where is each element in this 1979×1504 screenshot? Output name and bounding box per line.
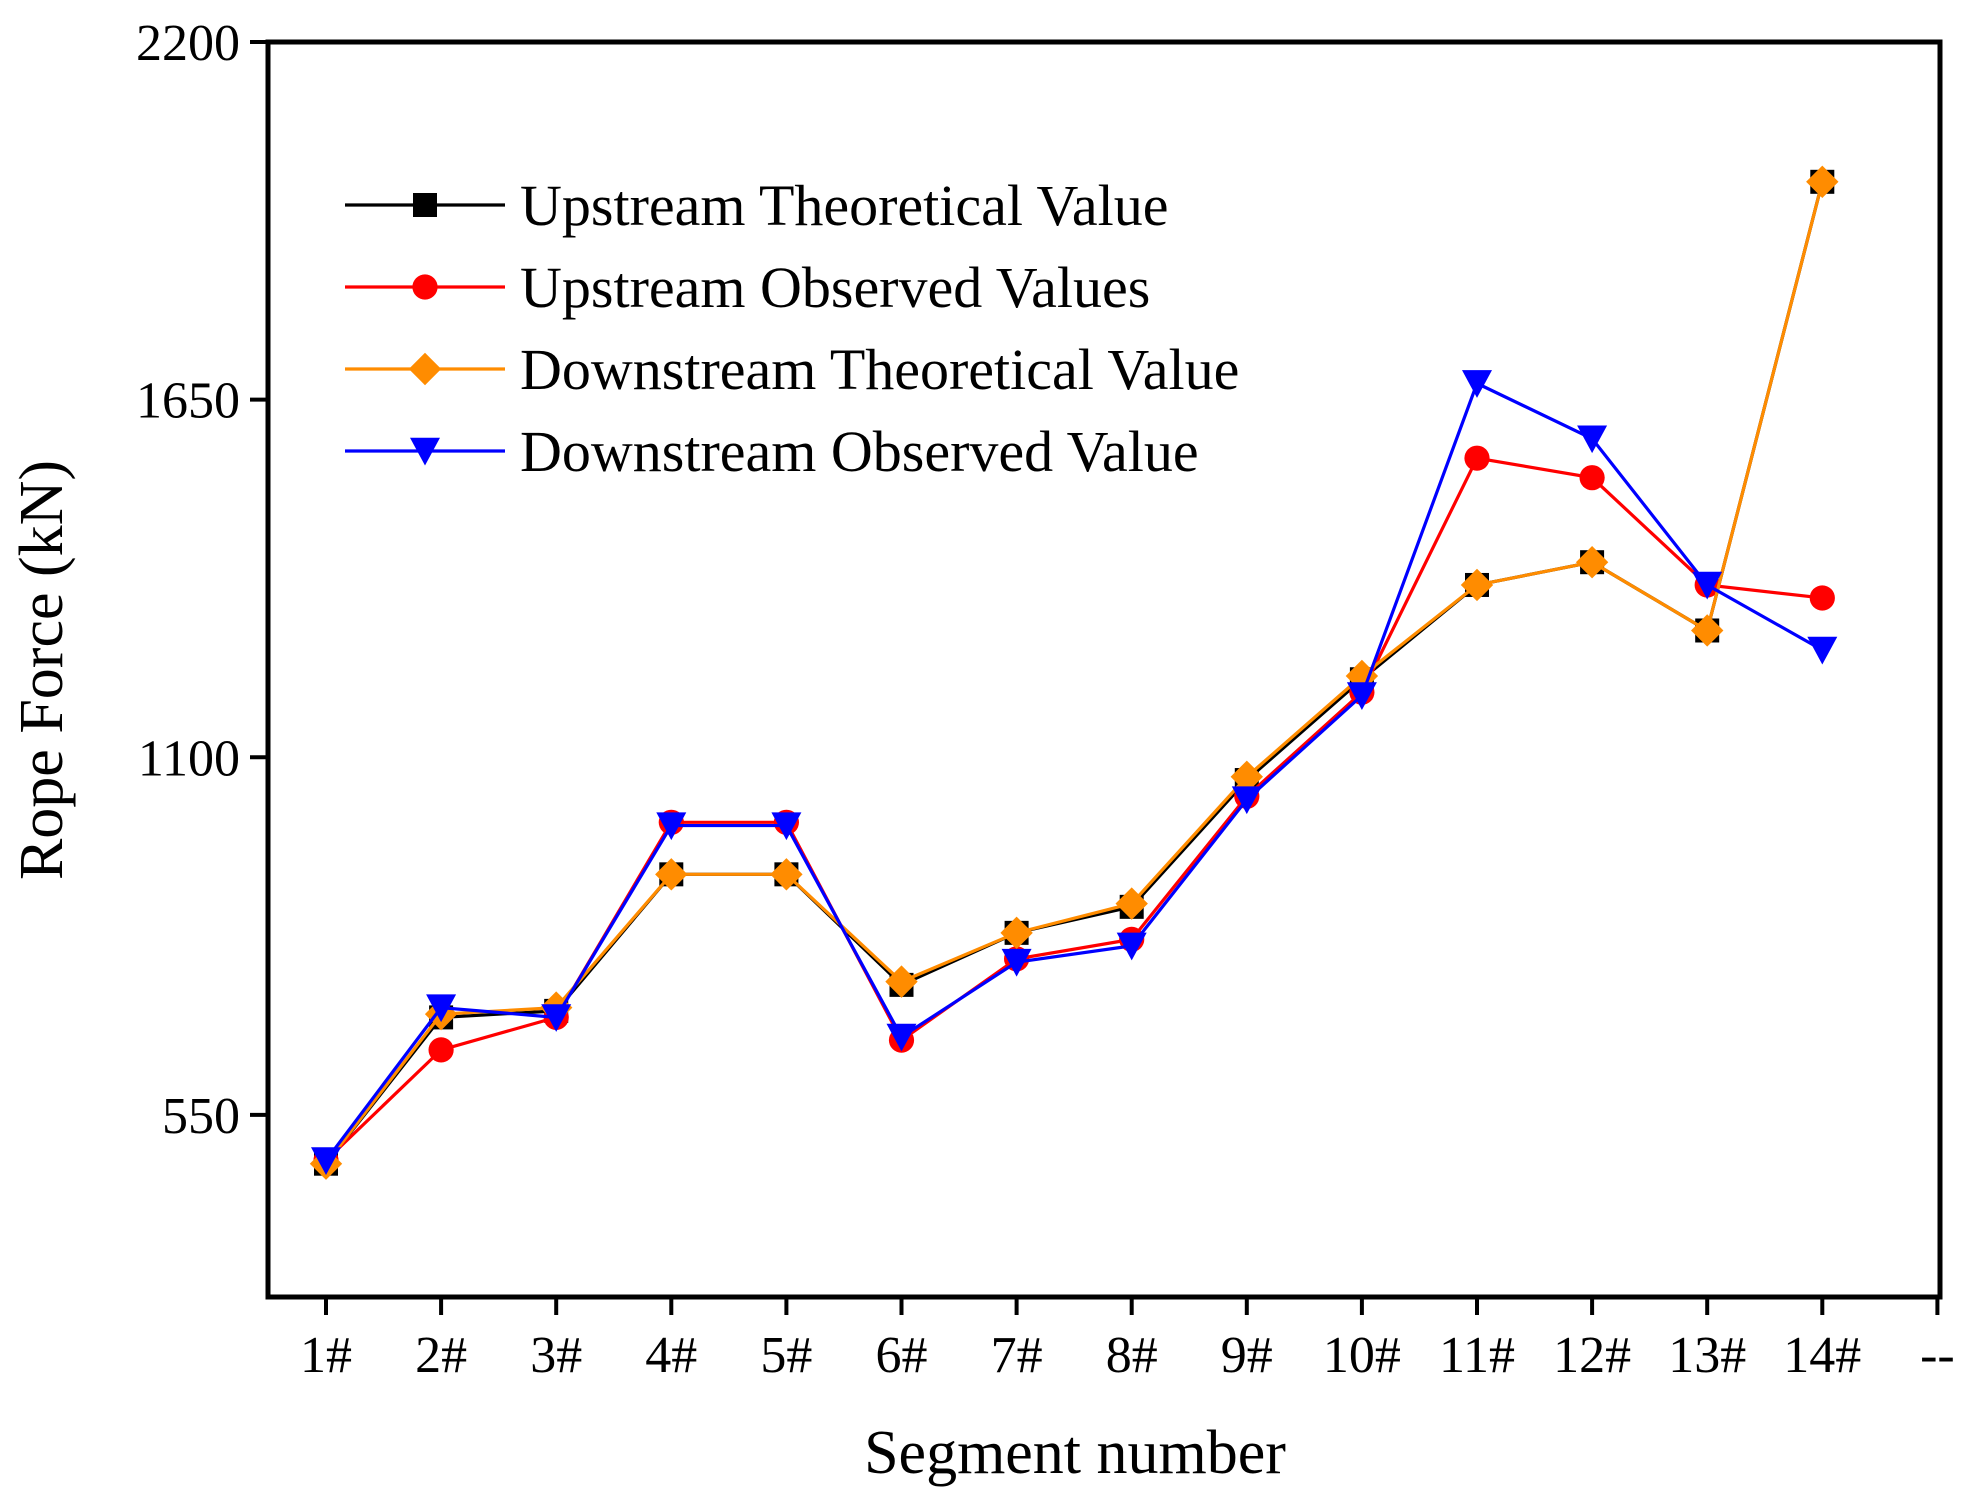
y-axis-title: Rope Force (kN) (8, 460, 76, 880)
x-axis-title: Segment number (864, 1419, 1286, 1487)
x-tick-label: 8# (1106, 1327, 1158, 1384)
point-marker-triangle (1807, 636, 1838, 665)
legend-item: Downstream Theoretical Value (345, 337, 1239, 402)
x-tick-label: 13# (1668, 1327, 1746, 1384)
legend-label: Upstream Theoretical Value (520, 173, 1169, 238)
point-marker-circle (1809, 585, 1835, 611)
point-marker-triangle (886, 1023, 917, 1052)
legend-label: Downstream Theoretical Value (520, 337, 1239, 402)
x-tick-label: 9# (1221, 1327, 1273, 1384)
y-tick-label: 550 (162, 1088, 240, 1145)
point-marker-triangle (1001, 948, 1032, 977)
x-tick-label: 5# (760, 1327, 812, 1384)
point-marker-triangle (656, 812, 687, 841)
plot-area-border (265, 39, 1943, 1300)
point-marker-diamond (770, 858, 803, 891)
x-tick-label: 7# (991, 1327, 1043, 1384)
point-marker-diamond (408, 352, 442, 386)
point-marker-triangle (1577, 425, 1608, 454)
legend-label: Upstream Observed Values (520, 255, 1150, 320)
x-tick-label: 1# (300, 1327, 352, 1384)
point-marker-triangle (541, 1004, 572, 1032)
point-marker-circle (428, 1037, 454, 1063)
x-tick-label: -- (1920, 1327, 1955, 1384)
legend-item: Upstream Observed Values (345, 255, 1150, 320)
x-tick-label: 2# (415, 1327, 467, 1384)
point-marker-diamond (655, 858, 688, 891)
x-tick-label: 10# (1323, 1327, 1401, 1384)
point-marker-triangle (1346, 682, 1377, 711)
x-tick-label: 6# (876, 1327, 928, 1384)
point-marker-triangle (1231, 786, 1262, 815)
point-marker-triangle (311, 1147, 341, 1175)
point-marker-diamond (1000, 916, 1033, 950)
point-marker-triangle (1116, 932, 1147, 961)
x-tick-label: 11# (1439, 1327, 1515, 1384)
legend-item: Downstream Observed Value (345, 419, 1199, 484)
x-tick-label: 4# (645, 1327, 697, 1384)
point-marker-diamond (1806, 165, 1839, 199)
point-marker-circle (1464, 445, 1490, 471)
point-marker-diamond (1575, 546, 1609, 579)
point-marker-triangle (410, 437, 440, 466)
point-marker-circle (412, 274, 438, 300)
legend: Upstream Theoretical Value Upstream Obser… (345, 173, 1239, 484)
point-marker-triangle (426, 994, 457, 1023)
x-tick-label: 12# (1553, 1327, 1631, 1384)
legend-item: Upstream Theoretical Value (345, 173, 1169, 238)
x-tick-label: 3# (530, 1327, 582, 1384)
point-marker-triangle (1462, 370, 1492, 398)
point-marker-diamond (1115, 887, 1148, 920)
series-line (324, 381, 1824, 1162)
point-marker-diamond (1230, 760, 1263, 793)
point-marker-square (413, 193, 437, 217)
point-marker-diamond (885, 965, 918, 998)
series-2 (313, 445, 1835, 1174)
legend-label: Downstream Observed Value (520, 419, 1199, 484)
y-tick-label: 1650 (136, 373, 240, 430)
point-marker-diamond (1345, 659, 1379, 693)
y-tick-label: 2200 (136, 15, 240, 72)
series-1 (314, 169, 1835, 1176)
point-marker-triangle (771, 812, 802, 841)
x-tick-label: 14# (1783, 1327, 1861, 1384)
y-tick-label: 1100 (138, 730, 240, 787)
point-marker-diamond (1460, 568, 1494, 602)
point-marker-circle (1579, 465, 1605, 491)
series-4 (311, 370, 1838, 1175)
point-marker-diamond (1691, 614, 1724, 647)
point-marker-triangle (1692, 571, 1723, 600)
